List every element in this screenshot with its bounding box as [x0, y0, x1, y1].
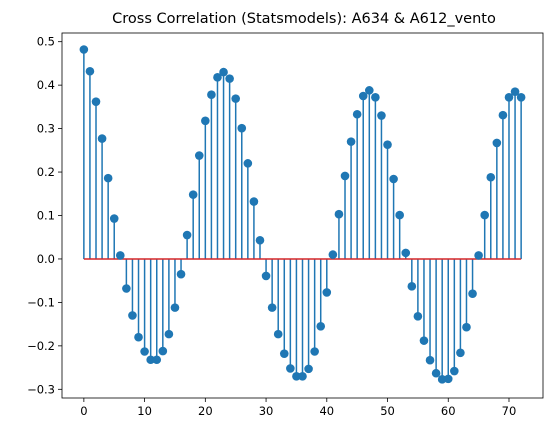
stem-marker — [499, 111, 508, 120]
stem-marker — [225, 74, 234, 83]
stem-marker — [244, 159, 253, 168]
stem-marker — [134, 333, 143, 342]
stem-marker — [420, 336, 429, 345]
stem-marker — [262, 272, 271, 281]
stem-marker — [128, 311, 137, 320]
stem-marker — [80, 45, 89, 54]
stem-marker — [474, 251, 483, 260]
stem-marker — [347, 137, 356, 146]
stem-marker — [456, 349, 465, 358]
stem-marker — [286, 364, 295, 373]
stem-marker — [486, 173, 495, 182]
stem-marker — [353, 110, 362, 119]
y-tick-label: 0.3 — [37, 122, 55, 136]
stem-marker — [371, 93, 380, 102]
x-tick-label: 20 — [198, 404, 213, 418]
chart-title: Cross Correlation (Statsmodels): A634 & … — [112, 11, 496, 27]
stem-marker — [480, 211, 489, 220]
y-tick-label: 0.0 — [37, 252, 55, 266]
stem-marker — [335, 210, 344, 219]
stem-lines — [84, 50, 521, 380]
stem-marker — [341, 172, 350, 181]
stem-marker — [116, 251, 125, 260]
stem-marker — [462, 323, 471, 332]
x-tick-label: 30 — [259, 404, 274, 418]
stem-marker — [183, 231, 192, 240]
stem-marker — [152, 355, 161, 364]
stem-marker — [92, 97, 101, 106]
x-tick-label: 70 — [502, 404, 517, 418]
stem-marker — [426, 356, 435, 365]
stem-marker — [383, 140, 392, 149]
stem-marker — [195, 151, 204, 160]
stem-marker — [86, 67, 95, 76]
stem-marker — [140, 347, 149, 356]
stem-marker — [401, 249, 410, 258]
x-tick-label: 40 — [319, 404, 334, 418]
stem-marker — [122, 284, 131, 293]
y-tick-label: 0.1 — [37, 209, 55, 223]
y-tick-label: −0.2 — [27, 339, 55, 353]
stem-marker — [329, 250, 338, 259]
stem-marker — [159, 347, 168, 356]
y-tick-label: −0.1 — [27, 295, 55, 309]
stem-marker — [110, 214, 119, 223]
stem-marker — [189, 190, 198, 199]
stem-marker — [389, 175, 398, 184]
stem-marker — [468, 289, 477, 298]
stem-marker — [250, 197, 259, 206]
stem-marker — [171, 303, 180, 312]
y-tick-label: 0.2 — [37, 165, 55, 179]
stem-marker — [207, 90, 216, 99]
stem-marker — [274, 330, 283, 339]
stem-marker — [310, 347, 319, 356]
stem-marker — [165, 330, 174, 339]
stem-marker — [104, 174, 113, 183]
stem-marker — [98, 134, 107, 143]
y-tick-label: −0.3 — [27, 382, 55, 396]
x-tick-label: 60 — [441, 404, 456, 418]
x-tick-label: 50 — [380, 404, 395, 418]
stem-marker — [450, 367, 459, 376]
stem-marker — [298, 372, 307, 381]
stem-marker — [322, 288, 331, 297]
stem-marker — [231, 94, 240, 103]
stem-marker — [219, 68, 228, 77]
stem-marker — [268, 303, 277, 312]
x-axis: 0 10 20 30 40 50 60 70 — [80, 398, 516, 418]
stem-marker — [316, 322, 325, 331]
stem-marker — [395, 211, 404, 220]
stem-marker — [280, 349, 289, 358]
stem-marker — [493, 139, 502, 148]
y-axis: −0.3 −0.2 −0.1 0.0 0.1 0.2 0.3 0.4 0.5 — [27, 35, 62, 397]
stem-marker — [517, 93, 526, 102]
y-tick-label: 0.5 — [37, 35, 55, 49]
y-tick-label: 0.4 — [37, 78, 55, 92]
x-tick-label: 0 — [80, 404, 87, 418]
stem-marker — [201, 116, 210, 125]
stem-marker — [414, 312, 423, 321]
stem-marker — [237, 124, 246, 133]
stem-marker — [377, 111, 386, 120]
stem-marker — [304, 365, 313, 374]
x-tick-label: 10 — [137, 404, 152, 418]
stem-marker — [256, 236, 265, 245]
stem-marker — [444, 375, 453, 384]
stem-marker — [432, 369, 441, 378]
stem-marker — [177, 270, 186, 279]
stem-marker — [365, 86, 374, 95]
stem-marker — [408, 282, 417, 291]
